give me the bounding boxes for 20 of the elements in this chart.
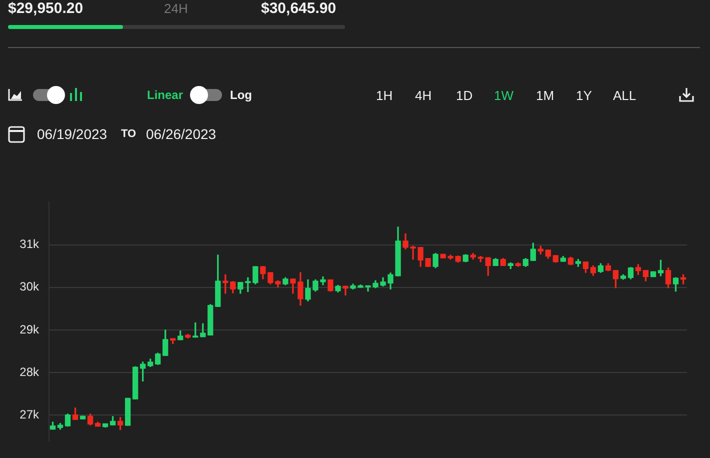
y-tick-label: 27k bbox=[20, 408, 40, 422]
text: $29,950.20 bbox=[8, 0, 84, 17]
text: 1M bbox=[536, 88, 554, 103]
y-tick-label: 30k bbox=[20, 280, 40, 294]
text: 06/19/2023 bbox=[37, 126, 108, 142]
text: TO bbox=[121, 128, 136, 140]
text: 4H bbox=[415, 88, 432, 103]
text: 1D bbox=[456, 88, 473, 103]
text: 1Y bbox=[576, 88, 592, 103]
text: Linear bbox=[147, 88, 184, 102]
text: $30,645.90 bbox=[261, 0, 336, 17]
text: 1W bbox=[494, 88, 514, 103]
y-tick-label: 31k bbox=[20, 237, 40, 252]
y-tick-label: 29k bbox=[20, 322, 40, 336]
text: ALL bbox=[613, 88, 636, 103]
y-tick-label: 28k bbox=[20, 364, 40, 379]
text: Log bbox=[230, 88, 252, 102]
text: 24H bbox=[164, 1, 188, 16]
text: 1H bbox=[376, 88, 393, 103]
text: 06/26/2023 bbox=[146, 126, 216, 142]
